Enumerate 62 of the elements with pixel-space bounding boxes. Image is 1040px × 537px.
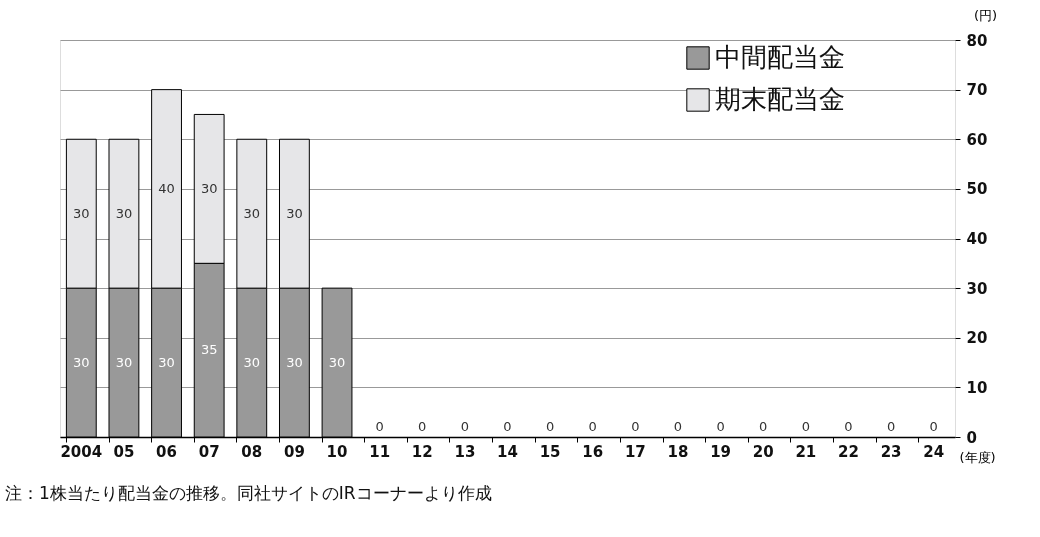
x-tick-label: 05 [113,442,135,461]
data-label: 30 [286,205,303,221]
data-label: 30 [328,354,346,370]
x-tick-label: 15 [539,442,561,461]
data-label: 40 [158,180,175,196]
legend-label: 期末配当金 [715,84,845,114]
data-label: 30 [73,205,90,221]
x-tick-label: 21 [795,442,817,461]
x-tick-label: 16 [582,442,604,461]
x-tick-label: 2004 [60,442,103,461]
data-label: 30 [115,205,133,221]
text: 注：1株当たり配当金の推移。同社サイトのIRコーナーより作成 [4,483,492,503]
data-label: 0 [418,419,427,434]
x-tick-label: 19 [710,442,732,461]
y-tick-label: 10 [966,378,988,397]
data-label: 0 [929,419,938,434]
data-label: 30 [200,180,218,196]
y-axis-title: (円) [973,7,998,23]
x-tick-label: 10 [326,442,348,461]
data-label: 0 [545,419,555,434]
y-tick-label: 0 [966,428,977,447]
x-tick-label: 23 [880,442,902,461]
data-label: 0 [759,419,768,434]
data-label: 30 [73,354,90,370]
data-label: 0 [673,419,683,434]
data-label: 30 [243,354,261,370]
x-tick-label: 09 [283,442,305,461]
data-label: 30 [243,205,261,221]
data-label: 0 [460,419,470,434]
x-tick-label: 07 [198,442,220,461]
data-label: 30 [158,354,175,370]
data-label: 0 [503,419,512,434]
x-tick-label: 18 [667,442,689,461]
x-tick-label: 12 [411,442,433,461]
x-tick-label: 24 [923,442,945,461]
x-tick-label: 17 [624,442,646,461]
data-label: 30 [286,354,303,370]
x-tick-label: 08 [241,442,263,461]
data-label: 0 [588,419,597,434]
legend-label: 中間配当金 [715,42,845,72]
x-tick-label: 13 [454,442,476,461]
y-tick-label: 40 [966,230,988,248]
x-tick-label: 11 [369,442,391,461]
y-tick-label: 80 [966,31,988,50]
data-label: 0 [716,419,725,434]
x-tick-label: 20 [752,442,774,461]
data-label: 30 [115,354,133,370]
data-label: 35 [200,342,218,358]
y-tick-label: 20 [966,329,988,348]
data-label: 0 [375,419,384,434]
y-tick-label: 70 [966,81,988,100]
y-tick-label: 50 [966,180,988,199]
x-tick-label: 14 [497,442,518,461]
data-label: 0 [801,419,810,434]
y-tick-label: 60 [966,130,988,149]
data-label: 0 [886,419,896,434]
data-label: 0 [844,419,853,434]
x-axis-title: (年度) [959,449,996,465]
x-tick-label: 22 [838,442,859,461]
y-tick-label: 30 [966,279,988,298]
x-tick-label: 06 [156,442,177,461]
data-label: 0 [631,419,640,434]
